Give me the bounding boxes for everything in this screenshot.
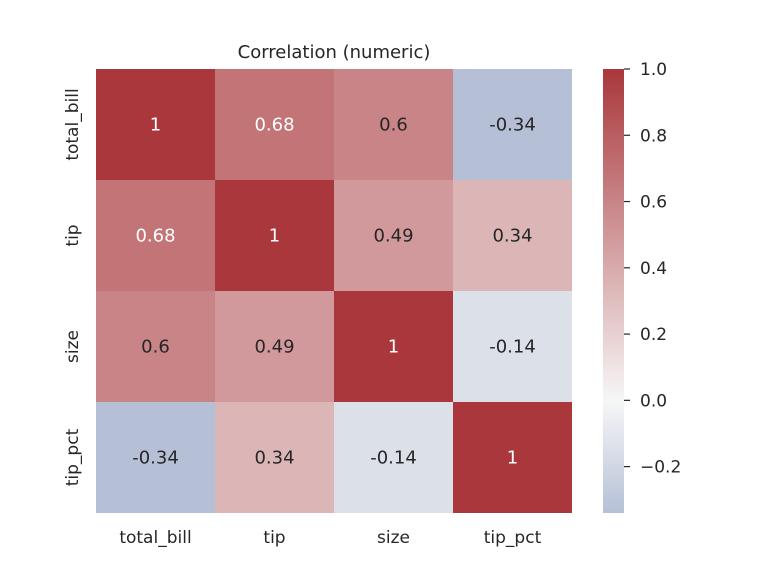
heatmap-cell xyxy=(453,291,572,402)
cell-value-label: 0.34 xyxy=(492,226,532,247)
heatmap-cell xyxy=(334,291,453,402)
cell-value-label: 0.34 xyxy=(254,448,294,469)
heatmap-cell xyxy=(334,402,453,513)
cell-value-label: 0.68 xyxy=(135,226,175,247)
cell-value-label: 0.68 xyxy=(254,115,294,136)
heatmap-cell xyxy=(334,69,453,180)
cell-value-label: 0.6 xyxy=(141,337,170,358)
cell-value-label: 0.49 xyxy=(254,337,294,358)
cell-value-label: -0.14 xyxy=(489,337,536,358)
x-tick-label: total_bill xyxy=(119,528,191,548)
cell-value-label: 1 xyxy=(269,226,280,247)
cell-value-label: 1 xyxy=(150,115,161,136)
cell-value-label: 1 xyxy=(388,337,399,358)
cell-value-label: 1 xyxy=(507,448,518,469)
heatmap-cell xyxy=(334,180,453,291)
heatmap-cell xyxy=(96,402,215,513)
colorbar-tick-label: 0.0 xyxy=(640,391,667,411)
x-tick-label: tip_pct xyxy=(484,528,542,548)
heatmap-cell xyxy=(96,69,215,180)
heatmap-cell xyxy=(453,180,572,291)
heatmap-cell xyxy=(453,69,572,180)
colorbar: 1.0 0.8 0.6 0.4 0.2 0.0 −0.2 xyxy=(603,60,681,513)
y-tick-label: tip xyxy=(63,224,83,246)
x-tick-label: tip xyxy=(263,528,285,548)
heatmap-cell xyxy=(215,180,334,291)
x-tick-label: size xyxy=(377,528,410,548)
cell-value-label: 0.49 xyxy=(373,226,413,247)
colorbar-tick-label: 0.4 xyxy=(640,259,667,279)
y-tick-label: size xyxy=(63,330,83,363)
heatmap-cell xyxy=(96,180,215,291)
colorbar-tick-label: 0.8 xyxy=(640,126,667,146)
heatmap-cell xyxy=(215,291,334,402)
cell-value-label: 0.6 xyxy=(379,115,408,136)
y-tick-label: total_bill xyxy=(63,88,83,160)
chart-title: Correlation (numeric) xyxy=(238,42,431,63)
x-axis-labels: total_bill tip size tip_pct xyxy=(119,528,541,548)
heatmap-cell xyxy=(215,402,334,513)
heatmap-cell xyxy=(215,69,334,180)
colorbar-gradient xyxy=(603,69,624,513)
heatmap-cells: 1 0.68 0.6 -0.34 0.68 1 0.49 0.34 0.6 0.49 1 -0.14 -… xyxy=(96,69,572,513)
heatmap-cell xyxy=(453,402,572,513)
cell-value-label: -0.34 xyxy=(132,448,179,469)
cell-value-label: -0.14 xyxy=(370,448,417,469)
heatmap-cell xyxy=(96,291,215,402)
colorbar-tick-label: 0.2 xyxy=(640,325,667,345)
colorbar-tick-label: 0.6 xyxy=(640,193,667,213)
colorbar-tick-label: −0.2 xyxy=(640,458,681,478)
cell-value-label: -0.34 xyxy=(489,115,536,136)
y-tick-label: tip_pct xyxy=(63,428,83,486)
colorbar-tick-label: 1.0 xyxy=(640,60,667,80)
